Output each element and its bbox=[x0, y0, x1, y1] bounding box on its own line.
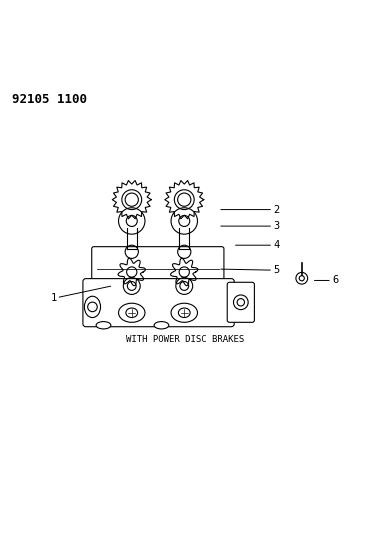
Ellipse shape bbox=[178, 308, 190, 318]
FancyBboxPatch shape bbox=[83, 279, 234, 327]
Text: WITH POWER DISC BRAKES: WITH POWER DISC BRAKES bbox=[126, 335, 244, 344]
Text: 2: 2 bbox=[273, 205, 279, 215]
Text: 1: 1 bbox=[50, 293, 57, 303]
Text: 3: 3 bbox=[273, 221, 279, 231]
Ellipse shape bbox=[171, 303, 198, 322]
Text: 5: 5 bbox=[273, 265, 279, 275]
FancyBboxPatch shape bbox=[227, 282, 255, 322]
Ellipse shape bbox=[154, 321, 169, 329]
Ellipse shape bbox=[84, 296, 101, 318]
Text: 92105 1100: 92105 1100 bbox=[13, 93, 87, 106]
FancyBboxPatch shape bbox=[92, 247, 224, 284]
Text: 6: 6 bbox=[332, 276, 338, 286]
Ellipse shape bbox=[118, 303, 145, 322]
Text: 4: 4 bbox=[273, 240, 279, 250]
Ellipse shape bbox=[96, 321, 111, 329]
Ellipse shape bbox=[126, 308, 138, 318]
